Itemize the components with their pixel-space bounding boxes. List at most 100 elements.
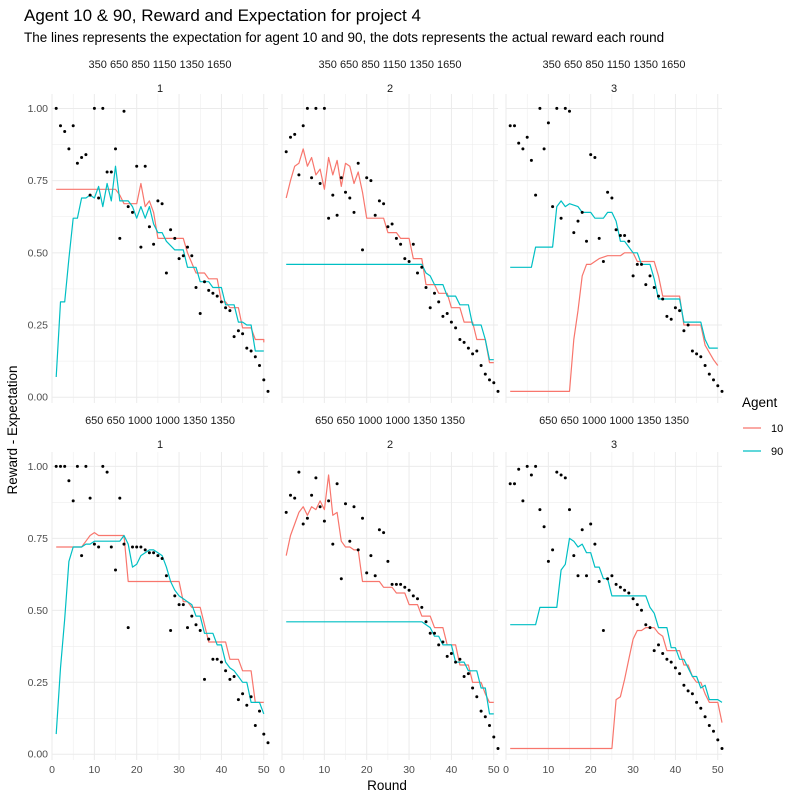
- reward-dot: [284, 150, 288, 154]
- reward-dot: [198, 312, 202, 315]
- reward-dot: [580, 528, 584, 532]
- reward-dot: [563, 476, 567, 480]
- reward-dot: [606, 190, 610, 194]
- reward-dot: [369, 554, 373, 558]
- reward-dot: [382, 202, 386, 206]
- reward-dot: [492, 735, 496, 739]
- reward-dot: [593, 156, 597, 159]
- reward-dot: [690, 349, 694, 353]
- reward-dot: [219, 300, 223, 304]
- reward-dots: [284, 106, 500, 393]
- reward-dot: [266, 741, 270, 745]
- reward-dot: [344, 502, 347, 506]
- reward-dot: [377, 199, 381, 203]
- x-tick-label: 20: [585, 764, 597, 776]
- reward-dot: [365, 176, 369, 180]
- reward-dot: [538, 106, 542, 110]
- reward-dot: [627, 591, 631, 595]
- reward-dot: [618, 234, 622, 237]
- reward-dot: [635, 603, 639, 607]
- reward-dot: [190, 614, 194, 618]
- reward-dot: [219, 660, 223, 664]
- reward-dot: [75, 464, 79, 468]
- reward-dot: [546, 559, 550, 563]
- reward-dot: [114, 147, 117, 151]
- reward-dot: [678, 309, 682, 313]
- reward-dot: [614, 228, 618, 232]
- reward-dot: [627, 239, 631, 243]
- chart-title: Agent 10 & 90, Reward and Expectation fo…: [24, 6, 421, 25]
- reward-dot: [228, 677, 232, 681]
- reward-dot: [416, 597, 419, 601]
- reward-dot: [84, 153, 88, 157]
- reward-dot: [97, 196, 101, 200]
- reward-dot: [207, 637, 211, 641]
- reward-dot: [420, 265, 424, 269]
- panel-r1-c0: 650 650 1000 1000 1350 1350 1 0.00 0.25 0.50…: [28, 415, 270, 776]
- series-agent90-line: [510, 200, 718, 349]
- reward-dot: [164, 271, 168, 275]
- reward-dot: [335, 482, 339, 486]
- reward-dot: [63, 130, 67, 133]
- reward-dot: [101, 106, 105, 110]
- reward-dot: [258, 364, 261, 367]
- reward-dot: [449, 320, 453, 324]
- reward-dot: [712, 729, 715, 733]
- series-agent10-line: [510, 626, 723, 750]
- reward-dot: [211, 291, 215, 295]
- reward-dot: [147, 551, 151, 555]
- reward-dot: [335, 213, 339, 217]
- reward-dot: [585, 574, 588, 578]
- reward-dot: [339, 176, 343, 180]
- reward-dot: [483, 715, 487, 719]
- reward-dot: [224, 306, 228, 310]
- reward-dot: [105, 470, 109, 474]
- reward-dot: [454, 326, 458, 330]
- legend-label-agent10: 10: [771, 423, 783, 435]
- reward-dot: [67, 479, 71, 483]
- panels-group: 350 650 850 1150 1350 1650 1 0.00 0.25 0.50 0…: [28, 59, 724, 776]
- reward-dot: [356, 548, 360, 552]
- reward-dot: [253, 355, 257, 359]
- reward-dot: [297, 470, 301, 474]
- reward-dot: [475, 695, 479, 699]
- x-tick-label: 30: [173, 764, 185, 776]
- reward-dot: [686, 689, 690, 693]
- panel-r0-c0: 350 650 850 1150 1350 1650 1 0.00 0.25 0.50 0…: [28, 59, 270, 404]
- reward-dot: [466, 672, 470, 676]
- reward-dot: [661, 297, 665, 301]
- reward-dot: [143, 164, 147, 168]
- reward-dot: [203, 677, 206, 681]
- reward-dot: [386, 225, 390, 229]
- x-tick-label: 0: [503, 764, 509, 776]
- reward-dot: [699, 355, 703, 359]
- reward-dot: [614, 582, 618, 586]
- reward-dot: [572, 554, 576, 558]
- reward-dot: [284, 510, 288, 514]
- reward-dot: [589, 153, 593, 157]
- reward-dot: [496, 389, 500, 393]
- reward-dot: [466, 346, 470, 350]
- reward-dot: [331, 193, 335, 197]
- panel-r0-c1: 350 650 850 1150 1350 1650 2: [281, 59, 500, 403]
- reward-dot: [327, 216, 331, 220]
- reward-dot: [529, 158, 533, 162]
- reward-dot: [236, 698, 240, 702]
- reward-dot: [555, 470, 559, 474]
- reward-dot: [344, 190, 347, 194]
- reward-dot: [601, 260, 605, 263]
- reward-dot: [373, 213, 377, 217]
- reward-dot: [310, 176, 314, 180]
- series-agent10-line: [56, 531, 264, 704]
- reward-dot: [433, 631, 436, 635]
- chart-subtitle: The lines represents the expectation for…: [24, 30, 664, 45]
- strip-values: 350 650 850 1150 1350 1650: [319, 59, 462, 71]
- reward-dot: [644, 623, 648, 627]
- reward-dot: [623, 588, 627, 592]
- x-axis-label: Round: [367, 778, 407, 793]
- reward-dot: [232, 675, 236, 678]
- panel-grid: [505, 452, 722, 760]
- reward-dot: [262, 378, 266, 382]
- reward-dot: [253, 724, 257, 727]
